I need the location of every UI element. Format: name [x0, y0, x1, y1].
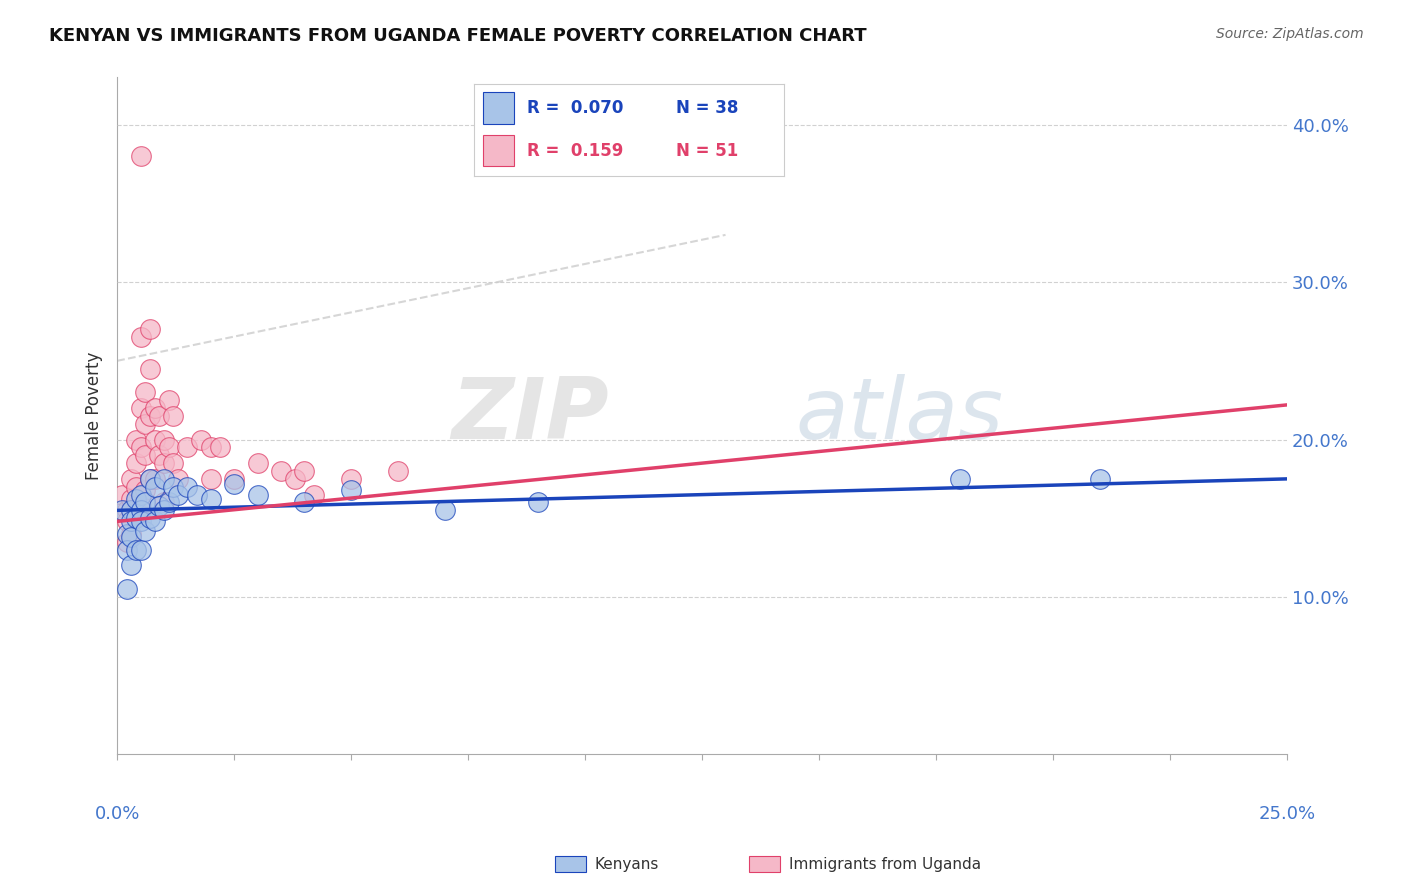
Text: Immigrants from Uganda: Immigrants from Uganda	[789, 857, 981, 871]
Point	[148, 448, 170, 462]
Point	[125, 433, 148, 447]
Point	[246, 488, 269, 502]
Text: atlas: atlas	[796, 375, 1004, 458]
Point	[115, 515, 138, 529]
Point	[153, 433, 176, 447]
Point	[143, 433, 166, 447]
Point	[111, 488, 134, 502]
Point	[129, 330, 152, 344]
Point	[302, 488, 325, 502]
Point	[143, 480, 166, 494]
Point	[153, 456, 176, 470]
Point	[129, 441, 152, 455]
Point	[139, 472, 162, 486]
Point	[134, 417, 156, 431]
Point	[186, 488, 208, 502]
Point	[340, 472, 363, 486]
Point	[125, 542, 148, 557]
Point	[387, 464, 409, 478]
Point	[162, 409, 184, 423]
Text: 25.0%: 25.0%	[1258, 805, 1316, 822]
Point	[1088, 472, 1111, 486]
Point	[143, 515, 166, 529]
Point	[148, 409, 170, 423]
Point	[129, 488, 152, 502]
Point	[200, 472, 222, 486]
Point	[162, 480, 184, 494]
Point	[153, 495, 176, 509]
Y-axis label: Female Poverty: Female Poverty	[86, 351, 103, 480]
Point	[162, 456, 184, 470]
Point	[157, 495, 180, 509]
Point	[167, 488, 190, 502]
Point	[120, 530, 142, 544]
Point	[129, 542, 152, 557]
Point	[527, 495, 550, 509]
Point	[115, 542, 138, 557]
Point	[209, 441, 232, 455]
Point	[270, 464, 292, 478]
Point	[120, 503, 142, 517]
Point	[134, 524, 156, 538]
Point	[115, 527, 138, 541]
Point	[153, 472, 176, 486]
Point	[190, 433, 212, 447]
Point	[120, 527, 142, 541]
Point	[129, 499, 152, 513]
Point	[139, 322, 162, 336]
Point	[125, 511, 148, 525]
Point	[129, 149, 152, 163]
Text: Source: ZipAtlas.com: Source: ZipAtlas.com	[1216, 27, 1364, 41]
Text: 0.0%: 0.0%	[94, 805, 139, 822]
Point	[111, 503, 134, 517]
Point	[433, 503, 456, 517]
Point	[129, 515, 152, 529]
Point	[134, 448, 156, 462]
Point	[284, 472, 307, 486]
Point	[125, 456, 148, 470]
Point	[115, 534, 138, 549]
Point	[139, 511, 162, 525]
Point	[125, 503, 148, 517]
Point	[139, 361, 162, 376]
Point	[224, 472, 246, 486]
Point	[125, 480, 148, 494]
Point	[139, 409, 162, 423]
Point	[176, 480, 198, 494]
Point	[125, 492, 148, 507]
Point	[224, 476, 246, 491]
Point	[129, 503, 152, 517]
Point	[134, 495, 156, 509]
Point	[115, 503, 138, 517]
Point	[120, 492, 142, 507]
Point	[176, 441, 198, 455]
Point	[115, 582, 138, 596]
Point	[148, 499, 170, 513]
Point	[292, 495, 315, 509]
Point	[134, 385, 156, 400]
Point	[167, 472, 190, 486]
Point	[120, 515, 142, 529]
Point	[292, 464, 315, 478]
Point	[246, 456, 269, 470]
Point	[200, 441, 222, 455]
Point	[120, 503, 142, 517]
Point	[129, 401, 152, 415]
Point	[157, 393, 180, 408]
Text: Kenyans: Kenyans	[595, 857, 659, 871]
Point	[143, 401, 166, 415]
Point	[120, 558, 142, 573]
Point	[200, 492, 222, 507]
Point	[157, 441, 180, 455]
Point	[134, 483, 156, 497]
Point	[948, 472, 970, 486]
Text: ZIP: ZIP	[451, 375, 609, 458]
Point	[139, 472, 162, 486]
Point	[153, 503, 176, 517]
Text: KENYAN VS IMMIGRANTS FROM UGANDA FEMALE POVERTY CORRELATION CHART: KENYAN VS IMMIGRANTS FROM UGANDA FEMALE …	[49, 27, 868, 45]
Point	[143, 472, 166, 486]
Point	[120, 472, 142, 486]
Point	[340, 483, 363, 497]
